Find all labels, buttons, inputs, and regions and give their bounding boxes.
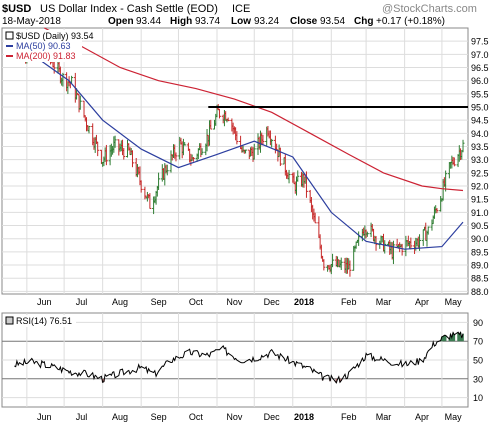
rsi-legend-bg: [4, 315, 76, 327]
price-tick-label: 89.0: [471, 261, 489, 271]
price-tick-label: 97.5: [471, 37, 489, 47]
rsi-tick-label: 30: [473, 374, 483, 384]
month-label: May: [445, 412, 463, 422]
legend-price: $USD (Daily) 93.54: [16, 31, 94, 41]
month-label: Apr: [415, 297, 429, 307]
month-label: Dec: [264, 297, 281, 307]
rsi-tick-label: 90: [473, 318, 483, 328]
month-label: Apr: [415, 412, 429, 422]
rsi-grid: [2, 313, 468, 407]
price-tick-label: 94.5: [471, 116, 489, 126]
chart-instrument-name: US Dollar Index - Cash Settle (EOD): [40, 3, 218, 15]
chart-date: 18-May-2018: [2, 16, 61, 27]
price-grid: [2, 28, 468, 294]
legend-ma200: MA(200) 91.83: [16, 51, 76, 61]
price-legend: $USD (Daily) 93.54 MA(50) 90.63 MA(200) …: [4, 30, 94, 62]
open-label: Open: [108, 16, 134, 27]
high-label: High: [170, 16, 192, 27]
watermark: @StockCharts.com: [382, 3, 477, 15]
price-y-axis: 88.0 88.5 89.0 89.5 90.0 90.5 91.0 91.5 92.0 92.5…: [471, 37, 489, 297]
month-label: Feb: [341, 412, 357, 422]
month-label: 2018: [294, 412, 314, 422]
x-axis-labels-top: Jun Jul Aug Sep Oct Nov Dec 2018 Feb Mar Apr May: [37, 297, 462, 307]
price-tick-label: 92.5: [471, 168, 489, 178]
open-value: 93.44: [136, 16, 161, 27]
month-label: Nov: [226, 412, 243, 422]
price-tick-label: 91.0: [471, 208, 489, 218]
month-label: Aug: [112, 297, 128, 307]
chart-exchange: ICE: [232, 3, 250, 15]
month-label: Aug: [112, 412, 128, 422]
chg-label: Chg: [354, 16, 373, 27]
rsi-label: RSI(14) 76.51: [16, 316, 72, 326]
month-label: Oct: [189, 412, 204, 422]
price-tick-label: 93.5: [471, 142, 489, 152]
month-label: Feb: [341, 297, 357, 307]
price-tick-label: 95.5: [471, 89, 489, 99]
ma200-line: [44, 27, 464, 192]
month-label: May: [445, 297, 463, 307]
chart-symbol: $USD: [2, 3, 31, 15]
low-value: 93.24: [254, 16, 279, 27]
high-value: 93.74: [195, 16, 220, 27]
price-tick-label: 88.0: [471, 287, 489, 297]
chg-value: +0.17 (+0.18%): [376, 16, 445, 27]
ma50-line: [31, 53, 464, 250]
price-tick-label: 97.0: [471, 50, 489, 60]
rsi-legend-swatch: [5, 316, 14, 325]
price-tick-label: 89.5: [471, 247, 489, 257]
rsi-tick-label: 70: [473, 337, 483, 347]
price-tick-label: 94.0: [471, 129, 489, 139]
moving-averages: [31, 27, 464, 250]
price-tick-label: 96.5: [471, 63, 489, 73]
month-label: Oct: [189, 297, 204, 307]
price-tick-label: 93.0: [471, 155, 489, 165]
month-label: Mar: [376, 412, 392, 422]
month-label: Dec: [264, 412, 281, 422]
rsi-line: [14, 331, 464, 384]
month-label: 2018: [294, 297, 314, 307]
month-label: Jul: [76, 412, 88, 422]
price-tick-label: 92.0: [471, 182, 489, 192]
legend-ma50: MA(50) 90.63: [16, 41, 71, 51]
price-tick-label: 96.0: [471, 76, 489, 86]
price-tick-label: 88.5: [471, 274, 489, 284]
price-tick-label: 91.5: [471, 195, 489, 205]
month-label: Jun: [37, 297, 52, 307]
x-axis-labels-bottom: Jun Jul Aug Sep Oct Nov Dec 2018 Feb Mar Apr May: [37, 412, 462, 422]
rsi-tick-label: 10: [473, 393, 483, 403]
price-tick-label: 90.5: [471, 221, 489, 231]
month-label: Sep: [151, 412, 167, 422]
price-tick-label: 90.0: [471, 234, 489, 244]
low-label: Low: [231, 16, 251, 27]
rsi-y-axis: 10 30 50 70 90: [473, 318, 483, 403]
rsi-tick-label: 50: [473, 356, 483, 366]
close-label: Close: [290, 16, 318, 27]
close-value: 93.54: [320, 16, 345, 27]
month-label: Mar: [376, 297, 392, 307]
legend-price-swatch: [5, 31, 14, 40]
month-label: Jun: [37, 412, 52, 422]
month-label: Jul: [76, 297, 88, 307]
price-tick-label: 95.0: [471, 103, 489, 113]
month-label: Nov: [226, 297, 243, 307]
month-label: Sep: [151, 297, 167, 307]
